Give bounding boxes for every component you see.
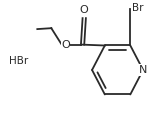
Text: Br: Br [132,3,144,13]
Text: HBr: HBr [9,56,28,66]
Text: O: O [80,5,89,14]
Text: O: O [61,40,70,50]
Text: N: N [139,65,147,75]
